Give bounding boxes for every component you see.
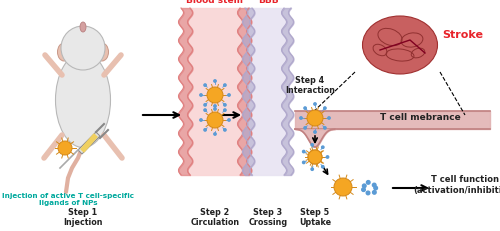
Circle shape <box>204 109 206 111</box>
Text: Blood stem: Blood stem <box>186 0 244 5</box>
Circle shape <box>228 94 230 96</box>
Circle shape <box>374 186 378 190</box>
Text: Step 1
Injection: Step 1 Injection <box>63 208 103 227</box>
Text: Step 3
Crossing: Step 3 Crossing <box>248 208 288 227</box>
Circle shape <box>366 191 370 195</box>
Circle shape <box>307 110 323 126</box>
Ellipse shape <box>362 16 438 74</box>
Circle shape <box>302 161 305 164</box>
Text: T cell function
(activation/inhibition): T cell function (activation/inhibition) <box>413 175 500 195</box>
Circle shape <box>207 112 223 128</box>
Circle shape <box>200 119 202 121</box>
Circle shape <box>58 141 72 155</box>
Circle shape <box>314 103 316 105</box>
Text: Step 4
Interaction: Step 4 Interaction <box>285 76 335 95</box>
Text: T cell mebrance: T cell mebrance <box>380 113 460 122</box>
Ellipse shape <box>96 43 108 61</box>
Circle shape <box>362 188 366 191</box>
Circle shape <box>308 150 322 164</box>
Circle shape <box>314 131 316 133</box>
Circle shape <box>308 150 322 164</box>
Circle shape <box>228 119 230 121</box>
Text: Step 2
Circulation: Step 2 Circulation <box>190 208 240 227</box>
Ellipse shape <box>56 52 110 148</box>
Circle shape <box>207 87 223 103</box>
Circle shape <box>372 191 376 194</box>
Circle shape <box>304 107 306 109</box>
Circle shape <box>224 104 226 106</box>
Circle shape <box>328 117 330 119</box>
Circle shape <box>311 168 314 170</box>
Circle shape <box>224 129 226 131</box>
Text: Step 5
Uptake: Step 5 Uptake <box>299 208 331 227</box>
Text: Stroke: Stroke <box>442 30 483 40</box>
Circle shape <box>214 80 216 82</box>
Circle shape <box>214 105 216 107</box>
Ellipse shape <box>80 22 86 32</box>
Text: Injection of active T cell-specific
ligands of NPs: Injection of active T cell-specific liga… <box>2 193 134 206</box>
Circle shape <box>214 133 216 135</box>
Circle shape <box>366 181 370 184</box>
Polygon shape <box>81 134 97 152</box>
Circle shape <box>372 183 376 187</box>
Circle shape <box>304 127 306 129</box>
Circle shape <box>324 107 326 109</box>
Circle shape <box>204 84 206 86</box>
Circle shape <box>322 166 324 168</box>
Text: BBB: BBB <box>258 0 278 5</box>
Circle shape <box>334 178 352 196</box>
Circle shape <box>311 144 314 146</box>
Circle shape <box>214 108 216 110</box>
Ellipse shape <box>58 43 70 61</box>
Circle shape <box>204 104 206 106</box>
Circle shape <box>204 129 206 131</box>
Circle shape <box>300 117 302 119</box>
Circle shape <box>362 184 366 188</box>
Circle shape <box>326 156 328 158</box>
Circle shape <box>322 146 324 149</box>
Polygon shape <box>78 132 100 154</box>
Circle shape <box>61 26 105 70</box>
Circle shape <box>324 127 326 129</box>
Circle shape <box>224 84 226 86</box>
Circle shape <box>302 150 305 153</box>
Circle shape <box>200 94 202 96</box>
Circle shape <box>224 109 226 111</box>
